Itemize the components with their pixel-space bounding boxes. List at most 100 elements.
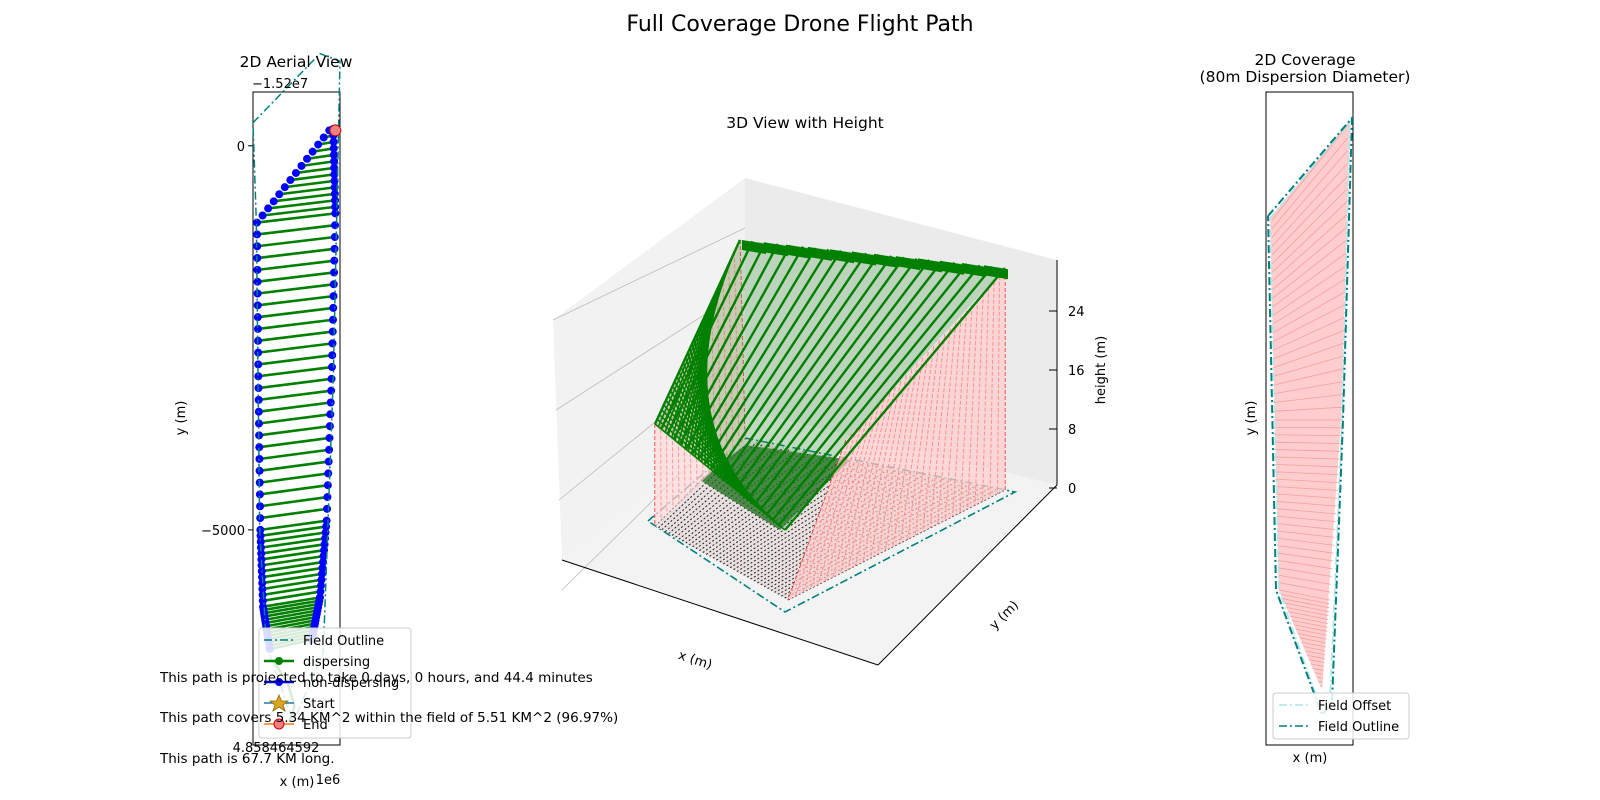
turn-point: [255, 443, 264, 452]
y-axis-label: y (m): [1244, 401, 1259, 436]
coverage-row: [1273, 441, 1342, 444]
ridge-segment: [830, 249, 854, 264]
x-axis-label: x (m): [280, 775, 315, 790]
turn-point: [330, 268, 339, 277]
figure-title: Full Coverage Drone Flight Path: [626, 12, 974, 37]
y-tick-label: 0: [237, 140, 245, 155]
coverage-row: [1272, 393, 1344, 404]
coverage-row: [1271, 137, 1349, 229]
turn-point: [329, 280, 338, 289]
dispersing-row: [301, 160, 335, 168]
legend-start-marker: [268, 693, 290, 712]
coverage-row: [1273, 434, 1342, 437]
turn-point: [331, 209, 340, 218]
ridge-segment: [940, 260, 964, 275]
coverage-row: [1272, 342, 1345, 369]
coverage-row: [1275, 493, 1338, 499]
coverage-row: [1271, 124, 1349, 221]
dispersing-row: [290, 173, 335, 182]
coverage-row: [1271, 201, 1347, 273]
ridge-segment: [984, 265, 1008, 280]
elevated-row: [784, 267, 1006, 531]
info-duration: This path is projected to take 0 days, 0…: [160, 670, 593, 686]
turn-point: [257, 549, 266, 558]
elevated-row: [654, 423, 786, 531]
floor-row: [726, 466, 885, 567]
legend-box: [258, 627, 412, 739]
turn-point: [330, 170, 339, 179]
legend-field-outline-label: Field Outline: [1318, 720, 1399, 735]
dispersing-row: [259, 495, 328, 508]
turn-point: [324, 457, 333, 466]
z-tick-label: 24: [1068, 305, 1085, 320]
coverage-row: [1276, 523, 1336, 530]
dispersing-row: [257, 306, 334, 319]
dispersing-row: [258, 413, 331, 425]
turn-point: [317, 569, 326, 578]
dispersing-row: [257, 235, 335, 248]
dispersing-row: [259, 448, 330, 461]
dispersing-row: [279, 186, 335, 196]
coverage-row: [1275, 478, 1339, 484]
coverage-row: [1274, 449, 1341, 452]
turn-point: [258, 211, 267, 220]
ridge-segment: [896, 256, 920, 271]
dispersing-row: [267, 199, 336, 210]
field-offset-line: [1269, 119, 1351, 714]
dispersing-row: [257, 318, 334, 331]
elevated-row: [697, 248, 830, 460]
turn-point: [253, 230, 262, 239]
turn-point: [329, 303, 338, 312]
info-length: This path is 67.7 KM long.: [160, 751, 335, 767]
dispersing-rows: [256, 127, 336, 651]
dispersing-row: [295, 166, 335, 175]
dispersing-row: [261, 566, 323, 579]
turn-point: [319, 558, 328, 567]
dispersing-row: [256, 212, 336, 224]
coverage-row: [1293, 624, 1328, 632]
coverage-row: [1308, 659, 1325, 664]
coverage-row: [1292, 620, 1328, 628]
coverage-row: [1312, 667, 1324, 671]
elevated-row: [656, 418, 783, 528]
floor-green-patch: [700, 445, 850, 530]
dispersing-row: [262, 572, 323, 585]
elevated-row: [765, 263, 969, 516]
dispersing-row: [258, 389, 332, 402]
dispersing-row: [284, 179, 335, 189]
y-offset-label: −1.52e7: [252, 77, 308, 92]
coverage-row: [1284, 602, 1330, 613]
turn-point: [320, 546, 329, 555]
dispersing-row: [257, 247, 335, 260]
y-axis-line: [877, 484, 1058, 666]
turn-point: [318, 563, 327, 572]
elevated-row: [722, 253, 880, 481]
gridline: [552, 227, 746, 321]
coverage-row: [1297, 633, 1327, 640]
elevated-row: [771, 264, 981, 521]
z-tick-label: 16: [1068, 364, 1085, 379]
turn-point: [329, 144, 338, 153]
dispersing-row: [257, 294, 334, 307]
x-offset-label: 1e6: [316, 773, 341, 788]
coverage-row: [1278, 574, 1332, 585]
coverage-row: [1272, 227, 1347, 290]
3d-title: 3D View with Height: [726, 114, 884, 132]
turn-point: [328, 339, 337, 348]
coverage-row: [1295, 628, 1327, 636]
turn-point: [255, 490, 264, 499]
coverage-row: [1272, 265, 1346, 316]
elevated-row: [759, 261, 956, 511]
turn-point: [316, 581, 325, 590]
turn-point: [253, 218, 262, 227]
dispersing-row: [258, 353, 333, 366]
z-axis-label: height (m): [1094, 336, 1109, 404]
dispersing-row: [263, 602, 319, 615]
dispersing-row: [262, 578, 322, 591]
field-outline-line: [1267, 115, 1354, 718]
coverage-row: [1301, 641, 1326, 648]
dispersing-row: [260, 543, 325, 555]
ridge-segment: [764, 242, 788, 257]
coverage-row: [1272, 381, 1344, 395]
